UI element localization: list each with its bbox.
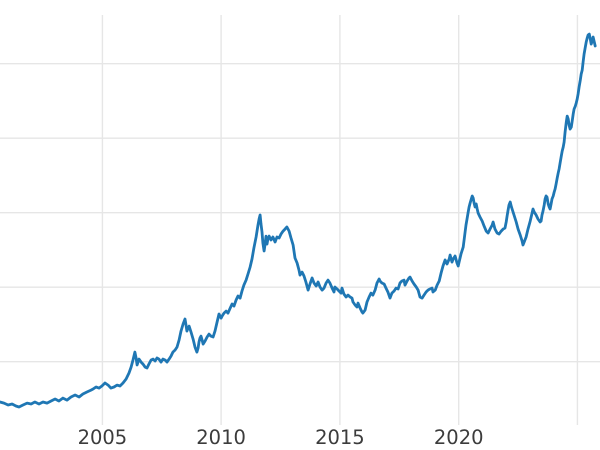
grid-lines — [0, 15, 600, 425]
x-axis-tick-labels: 2005 2010 2015 2020 — [78, 426, 484, 449]
x-tick-label: 2020 — [434, 426, 484, 449]
x-tick-label: 2005 — [78, 426, 128, 449]
data-line — [0, 32, 597, 409]
x-tick-label: 2015 — [315, 426, 365, 449]
price-series-line — [0, 32, 597, 409]
x-tick-label: 2010 — [196, 426, 246, 449]
